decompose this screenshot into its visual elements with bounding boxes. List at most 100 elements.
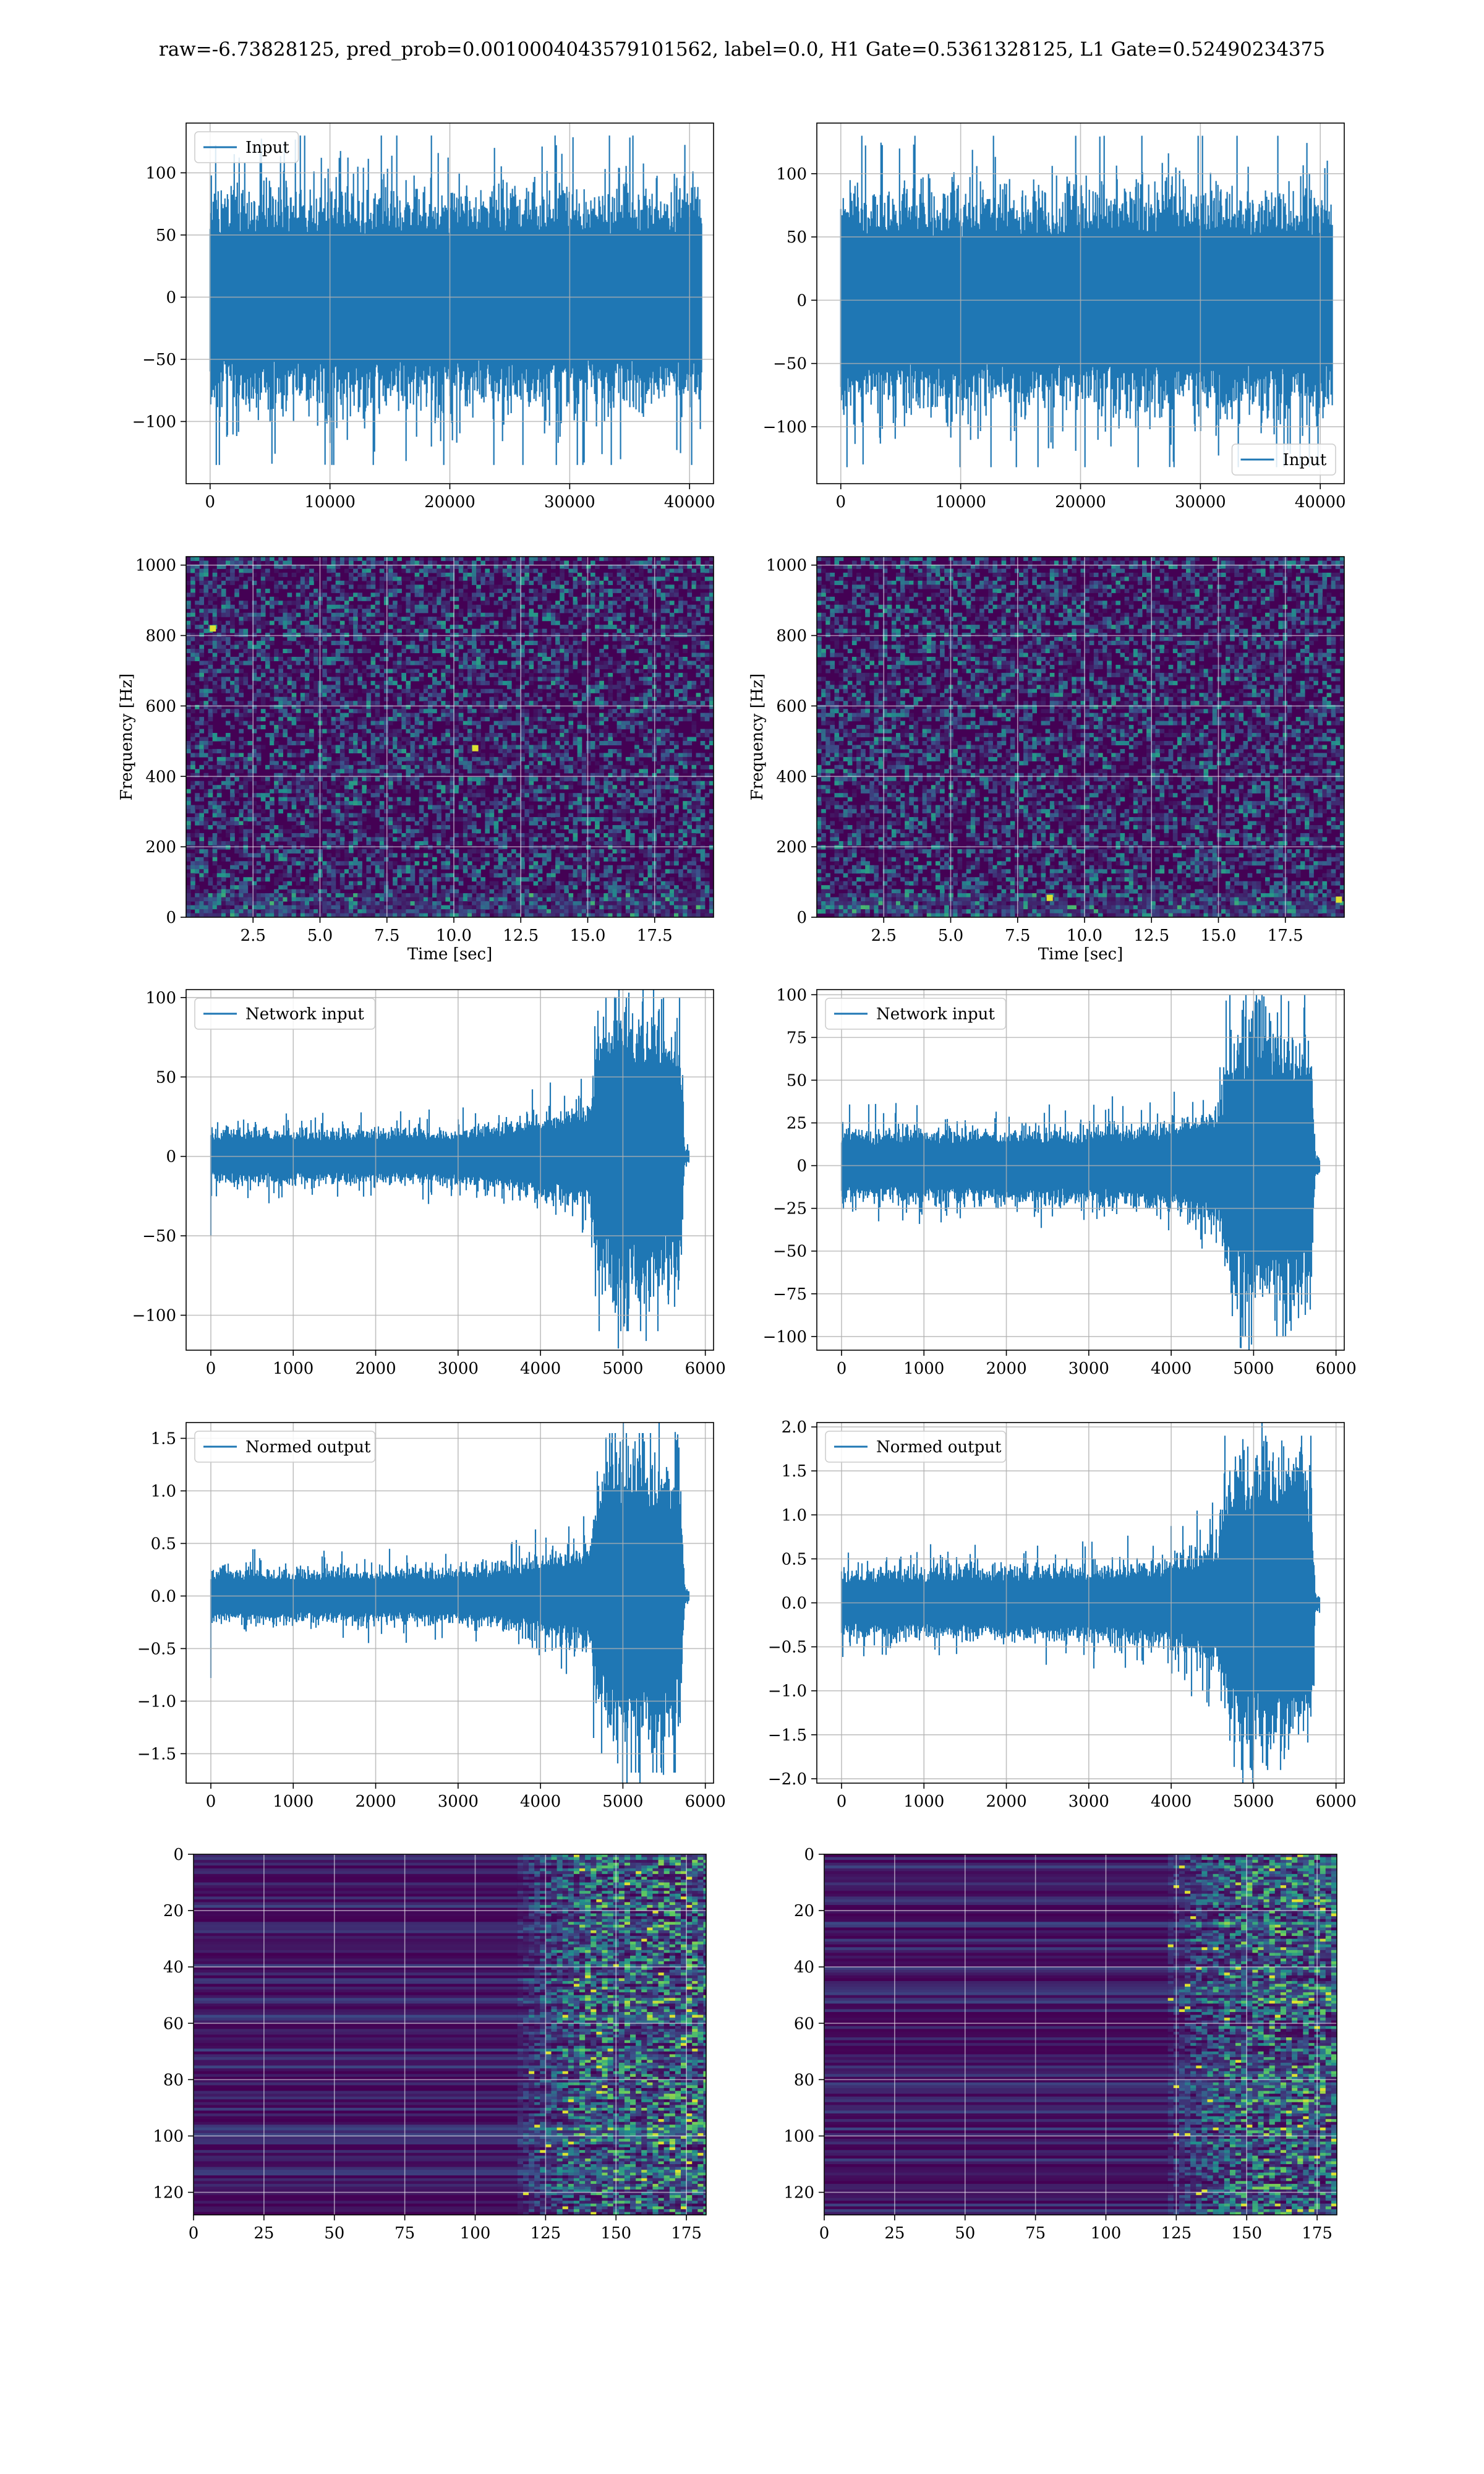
heatmap-cell xyxy=(287,909,292,914)
heatmap-cell xyxy=(410,661,416,666)
heatmap-cell xyxy=(419,901,424,906)
heatmap-cell xyxy=(493,785,499,790)
heatmap-cell xyxy=(498,913,503,917)
heatmap-cell xyxy=(590,869,595,874)
heatmap-cell xyxy=(546,857,552,862)
heatmap-cell xyxy=(393,821,398,826)
heatmap-cell xyxy=(516,604,521,609)
heatmap-cell xyxy=(472,877,477,882)
heatmap-cell xyxy=(463,901,468,906)
heatmap-cell xyxy=(414,717,420,722)
heatmap-cell xyxy=(379,909,385,914)
heatmap-cell xyxy=(560,861,565,866)
heatmap-cell xyxy=(511,664,516,669)
heatmap-cell xyxy=(278,793,283,798)
heatmap-cell xyxy=(537,721,543,726)
heatmap-cell xyxy=(353,861,358,866)
heatmap-cell xyxy=(291,801,297,806)
heatmap-cell xyxy=(537,717,543,722)
heatmap-cell xyxy=(401,721,407,726)
heatmap-cell xyxy=(349,825,354,830)
heatmap-cell xyxy=(265,777,270,782)
heatmap-cell xyxy=(278,701,283,706)
heatmap-cell xyxy=(419,693,424,698)
heatmap-cell xyxy=(216,805,222,810)
heatmap-cell xyxy=(256,737,262,742)
heatmap-cell xyxy=(190,881,195,886)
heatmap-cell xyxy=(533,633,539,638)
heatmap-cell xyxy=(274,761,279,766)
heatmap-cell xyxy=(331,841,336,845)
heatmap-cell xyxy=(406,693,411,698)
heatmap-cell xyxy=(437,769,441,774)
heatmap-cell xyxy=(208,648,213,654)
heatmap-cell xyxy=(401,568,407,573)
heatmap-cell xyxy=(370,669,376,674)
heatmap-cell xyxy=(454,557,459,562)
heatmap-cell xyxy=(322,841,328,845)
heatmap-cell xyxy=(283,849,288,854)
heatmap-cell xyxy=(573,661,578,666)
heatmap-cell xyxy=(450,737,455,742)
heatmap-cell xyxy=(586,865,591,870)
heatmap-cell xyxy=(414,688,420,693)
heatmap-cell xyxy=(252,617,257,622)
heatmap-cell xyxy=(195,861,200,866)
heatmap-cell xyxy=(366,909,372,914)
heatmap-cell xyxy=(524,737,530,742)
heatmap-cell xyxy=(493,817,499,822)
heatmap-cell xyxy=(595,557,600,562)
heatmap-cell xyxy=(339,656,345,662)
heatmap-cell xyxy=(520,861,525,866)
heatmap-cell xyxy=(370,849,376,854)
heatmap-cell xyxy=(270,829,275,834)
heatmap-cell xyxy=(186,713,191,717)
heatmap-cell xyxy=(331,584,336,589)
heatmap-cell xyxy=(414,661,420,666)
heatmap-cell xyxy=(467,641,472,646)
heatmap-cell xyxy=(406,596,411,601)
heatmap-cell xyxy=(414,913,420,917)
heatmap-cell xyxy=(353,733,358,738)
heatmap-cell xyxy=(300,837,305,842)
heatmap-cell xyxy=(406,833,411,838)
heatmap-cell xyxy=(463,653,468,657)
heatmap-cell xyxy=(472,568,477,573)
heatmap-cell xyxy=(450,773,455,777)
heatmap-cell xyxy=(326,737,332,742)
heatmap-cell xyxy=(331,612,336,617)
heatmap-cell xyxy=(472,753,477,758)
heatmap-cell xyxy=(573,825,578,830)
heatmap-cell xyxy=(533,797,539,802)
heatmap-cell xyxy=(335,829,341,834)
heatmap-cell xyxy=(502,717,508,722)
heatmap-cell xyxy=(406,817,411,822)
heatmap-cell xyxy=(326,901,332,906)
heatmap-cell xyxy=(203,861,209,866)
heatmap-cell xyxy=(441,825,446,830)
heatmap-cell xyxy=(199,873,205,878)
heatmap-cell xyxy=(393,777,398,782)
heatmap-cell xyxy=(296,861,301,866)
heatmap-cell xyxy=(335,612,341,617)
heatmap-cell xyxy=(190,696,195,701)
heatmap-cell xyxy=(480,740,485,746)
heatmap-cell xyxy=(537,909,543,914)
heatmap-cell xyxy=(489,701,495,706)
heatmap-cell xyxy=(291,897,297,902)
heatmap-cell xyxy=(186,725,191,730)
heatmap-cell xyxy=(335,688,341,693)
heatmap-cell xyxy=(577,721,582,726)
heatmap-cell xyxy=(529,805,534,810)
heatmap-cell xyxy=(300,748,305,754)
heatmap-cell xyxy=(230,793,235,798)
heatmap-cell xyxy=(239,701,244,706)
heatmap-cell xyxy=(203,761,209,766)
heatmap-cell xyxy=(406,913,411,917)
heatmap-cell xyxy=(208,764,213,769)
heatmap-cell xyxy=(283,905,288,910)
heatmap-cell xyxy=(379,785,385,790)
heatmap-cell xyxy=(520,789,525,794)
heatmap-cell xyxy=(287,725,292,730)
heatmap-cell xyxy=(375,737,380,742)
